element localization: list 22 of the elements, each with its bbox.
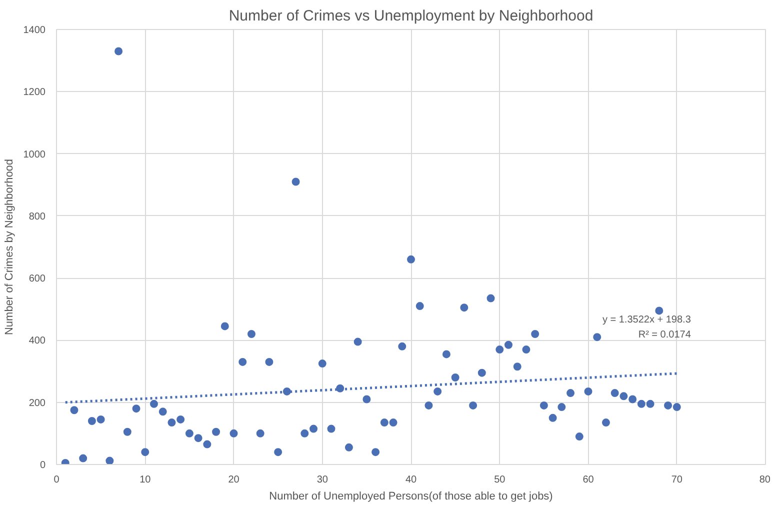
x-tick-label: 40: [405, 474, 417, 486]
y-axis-title: Number of Crimes by Neighborhood: [3, 158, 16, 336]
y-tick-label: 600: [28, 274, 46, 285]
chart-title: Number of Crimes vs Unemployment by Neighborhood: [228, 8, 594, 24]
x-tick-label: 10: [140, 474, 152, 486]
y-tick-label: 800: [28, 211, 46, 222]
y-tick-label: 1000: [23, 149, 46, 160]
x-tick-label: 20: [228, 474, 240, 486]
y-tick-label: 200: [28, 398, 46, 409]
y-tick-label: 0: [40, 460, 46, 471]
x-tick-label: 70: [671, 474, 683, 486]
x-tick-label: 50: [494, 474, 506, 486]
y-tick-label: 1400: [23, 25, 46, 36]
x-tick-label: 80: [759, 474, 771, 486]
annotation: R² = 0.0174: [638, 329, 692, 340]
annotation: y = 1.3522x + 198.3: [602, 314, 692, 326]
y-tick-label: 400: [28, 336, 46, 347]
x-tick-label: 60: [582, 474, 594, 486]
x-tick-label: 30: [316, 474, 328, 486]
x-tick-label: 0: [54, 474, 60, 486]
y-tick-label: 1200: [23, 87, 46, 98]
x-axis-title: Number of Unemployed Persons(of those able to get jobs): [269, 490, 553, 502]
